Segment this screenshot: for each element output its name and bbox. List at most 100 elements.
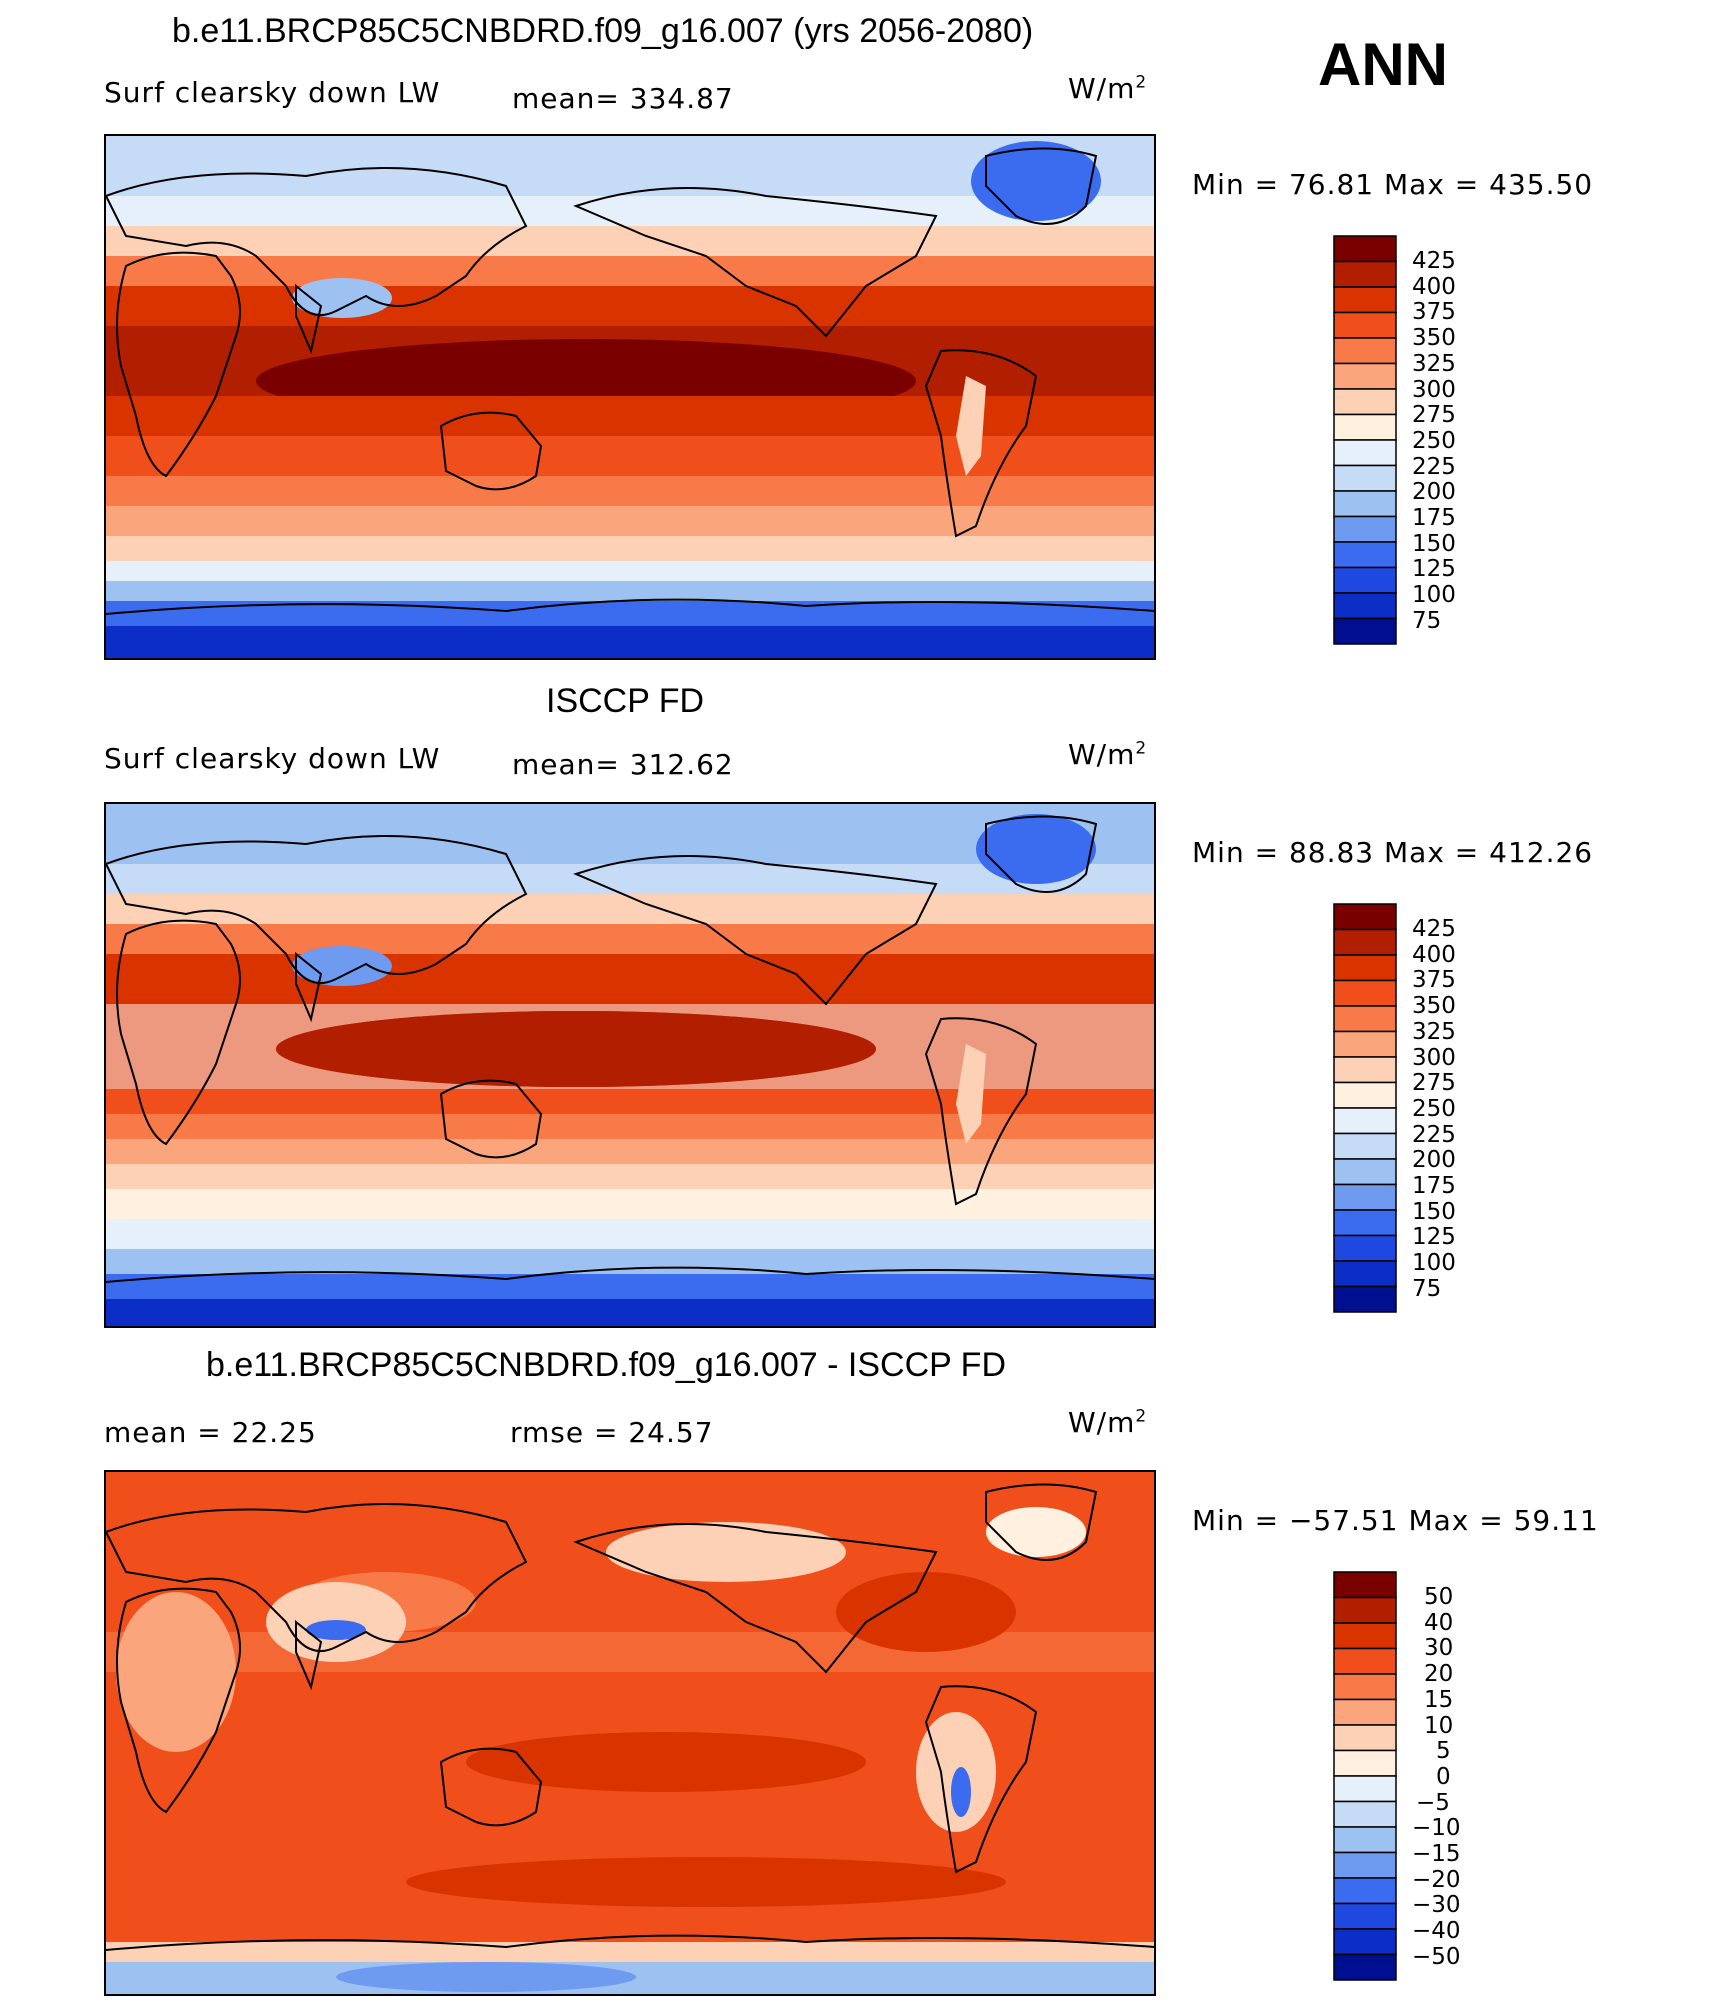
cbar-label: 425	[1412, 916, 1456, 942]
band-11	[106, 1189, 1154, 1219]
panel2-colorbar-labels: 425 400 375 350 325 300 275 250 225 200 …	[1412, 916, 1492, 1316]
cbar-label: 375	[1412, 967, 1456, 994]
cbar-label: 400	[1412, 273, 1456, 300]
band-9	[106, 476, 1154, 506]
africa-coast	[116, 919, 241, 1146]
panel3-mean-label: mean = 22.25	[104, 1416, 317, 1449]
india-coast	[295, 951, 323, 1023]
band-5	[106, 954, 1154, 1004]
panel1-minmax: Min = 76.81 Max = 435.50	[1192, 168, 1594, 201]
panel3-coastlines	[106, 1483, 1154, 1951]
sh-warm	[406, 1857, 1006, 1907]
antarctica-coast	[106, 598, 1154, 615]
cbar-label: 125	[1412, 1224, 1456, 1251]
colorbar-swatch	[1333, 1826, 1397, 1854]
cbar-label: 150	[1412, 1198, 1456, 1225]
cbar-label: 75	[1412, 607, 1442, 634]
cbar-label: −30	[1412, 1892, 1461, 1919]
cbar-label: 200	[1412, 479, 1456, 506]
colorbar-swatch	[1333, 1953, 1397, 1981]
greenland-coast	[985, 1483, 1098, 1561]
cbar-label: 275	[1412, 1070, 1456, 1097]
australia-coast	[439, 411, 543, 491]
colorbar-swatch	[1333, 464, 1397, 492]
antarctica-coast	[106, 1266, 1154, 1283]
cbar-label: 75	[1412, 1275, 1442, 1302]
panel2-units: W/m2	[1068, 738, 1147, 771]
cbar-label: 300	[1412, 376, 1456, 403]
panel1-map	[104, 134, 1156, 660]
colorbar-swatch	[1333, 1209, 1397, 1237]
band-15	[106, 626, 1154, 658]
colorbar-swatch	[1333, 1698, 1397, 1726]
colorbar-swatch	[1333, 903, 1397, 931]
cbar-label: 10	[1424, 1712, 1454, 1739]
band-3	[106, 894, 1154, 924]
africa-cool	[116, 1592, 236, 1752]
north-america-coast	[573, 1523, 938, 1674]
colorbar-swatch	[1333, 1928, 1397, 1956]
band-10	[106, 1164, 1154, 1189]
panel1-mean-label: mean= 334.87	[512, 82, 734, 115]
trop-warm-3	[466, 1732, 866, 1792]
panel2-coastlines	[106, 815, 1154, 1283]
colorbar-swatch	[1333, 1647, 1397, 1675]
cbar-label: 200	[1412, 1147, 1456, 1174]
colorbar-swatch	[1333, 1183, 1397, 1211]
colorbar-swatch	[1333, 286, 1397, 314]
colorbar-swatch	[1333, 1107, 1397, 1135]
cbar-label: 5	[1436, 1738, 1451, 1765]
cbar-label: 275	[1412, 402, 1456, 429]
colorbar-swatch	[1333, 1775, 1397, 1803]
colorbar-swatch	[1333, 337, 1397, 365]
andes-cool	[956, 1044, 986, 1144]
cbar-label: 20	[1424, 1661, 1454, 1688]
cbar-label: 40	[1424, 1609, 1454, 1636]
andes-cool	[956, 376, 986, 476]
australia-coast	[439, 1079, 543, 1159]
panel3-map-svg	[106, 1472, 1154, 1994]
trop-band	[106, 1632, 1154, 1672]
panel2-title: ISCCP FD	[546, 682, 705, 720]
cbar-label: 225	[1412, 1121, 1456, 1148]
band-14	[106, 1274, 1154, 1299]
south-america-coast	[924, 349, 1038, 538]
colorbar-swatch	[1333, 362, 1397, 390]
panel1-variable-label: Surf clearsky down LW	[104, 76, 441, 109]
colorbar-swatch	[1333, 413, 1397, 441]
panel2-map-svg	[106, 804, 1154, 1326]
panel3-colorbar	[1332, 1570, 1398, 1986]
panel3-colorbar-labels: 50 40 30 20 15 10 5 0 −5 −10 −15 −20 −30…	[1412, 1584, 1502, 1984]
colorbar-swatch	[1333, 515, 1397, 543]
cbar-label: 50	[1424, 1584, 1454, 1610]
panel1-map-svg	[106, 136, 1154, 658]
cbar-label: 350	[1412, 325, 1456, 352]
cbar-label: −15	[1412, 1841, 1461, 1867]
band-4	[106, 256, 1154, 286]
na-cool	[606, 1522, 846, 1582]
south-america-coast	[924, 1017, 1038, 1206]
colorbar-swatch	[1333, 311, 1397, 339]
colorbar-swatch	[1333, 260, 1397, 288]
band-2	[106, 196, 1154, 226]
australia-coast	[439, 1747, 543, 1827]
panel2-colorbar-svg	[1333, 903, 1397, 1313]
cbar-label: −50	[1412, 1943, 1461, 1970]
colorbar-swatch	[1333, 928, 1397, 956]
colorbar-swatch	[1333, 541, 1397, 569]
colorbar-swatch	[1333, 1158, 1397, 1186]
band-11	[106, 536, 1154, 561]
cbar-label: 15	[1424, 1686, 1454, 1713]
panel2-colorbar	[1332, 902, 1398, 1318]
colorbar-swatch	[1333, 979, 1397, 1007]
cbar-label: 350	[1412, 993, 1456, 1020]
season-label: ANN	[1318, 31, 1448, 98]
greenland-cold	[971, 141, 1101, 221]
colorbar-swatch	[1333, 1800, 1397, 1828]
panel1-units-exp: 2	[1135, 72, 1148, 93]
band-2	[106, 864, 1154, 894]
colorbar-swatch	[1333, 1132, 1397, 1160]
panel1-colorbar-labels: 425 400 375 350 325 300 275 250 225 200 …	[1412, 248, 1492, 648]
panel2-minmax: Min = 88.83 Max = 412.26	[1192, 836, 1594, 869]
panel2-units-base: W/m	[1068, 738, 1136, 771]
